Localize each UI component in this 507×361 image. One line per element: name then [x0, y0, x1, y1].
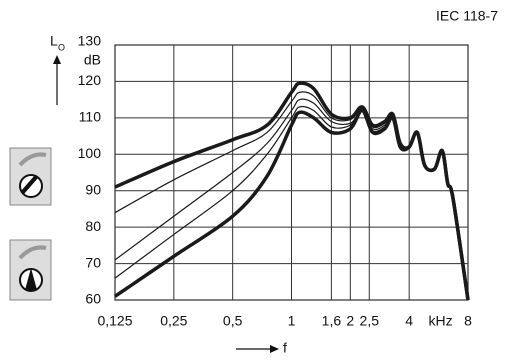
- y-tick-label: 120: [78, 72, 102, 88]
- x-tick-label: 8: [464, 313, 472, 329]
- y-tick-label: 80: [85, 218, 101, 234]
- y-label-sub: O: [58, 42, 65, 52]
- x-tick-label: 0,25: [160, 313, 187, 329]
- y-unit: dB: [84, 52, 101, 68]
- x-tick-label: 2: [346, 313, 354, 329]
- y-tick-label: 130: [78, 33, 102, 49]
- x-tick-label: 1,6: [322, 313, 342, 329]
- y-arrow-head: [53, 55, 61, 64]
- series-line: [114, 108, 470, 301]
- x-tick-label: 1: [288, 313, 296, 329]
- x-tick-label: 4: [405, 313, 413, 329]
- y-tick-label: 90: [85, 181, 101, 197]
- x-tick-label: 2,5: [360, 313, 380, 329]
- y-label: L: [50, 33, 58, 49]
- y-tick-label: 70: [85, 254, 101, 270]
- x-label: f: [283, 340, 287, 356]
- x-unit: kHz: [429, 313, 453, 329]
- knob-icon: [9, 239, 52, 301]
- knob-icon: [9, 147, 52, 206]
- y-tick-label: 110: [79, 109, 102, 125]
- y-tick-label: 60: [85, 291, 101, 307]
- x-tick-label: 0,5: [223, 313, 243, 329]
- x-arrow-head: [270, 345, 279, 353]
- y-tick-label: 100: [78, 145, 102, 161]
- x-tick-label: 0,125: [97, 313, 132, 329]
- standard-label: IEC 118-7: [436, 8, 498, 24]
